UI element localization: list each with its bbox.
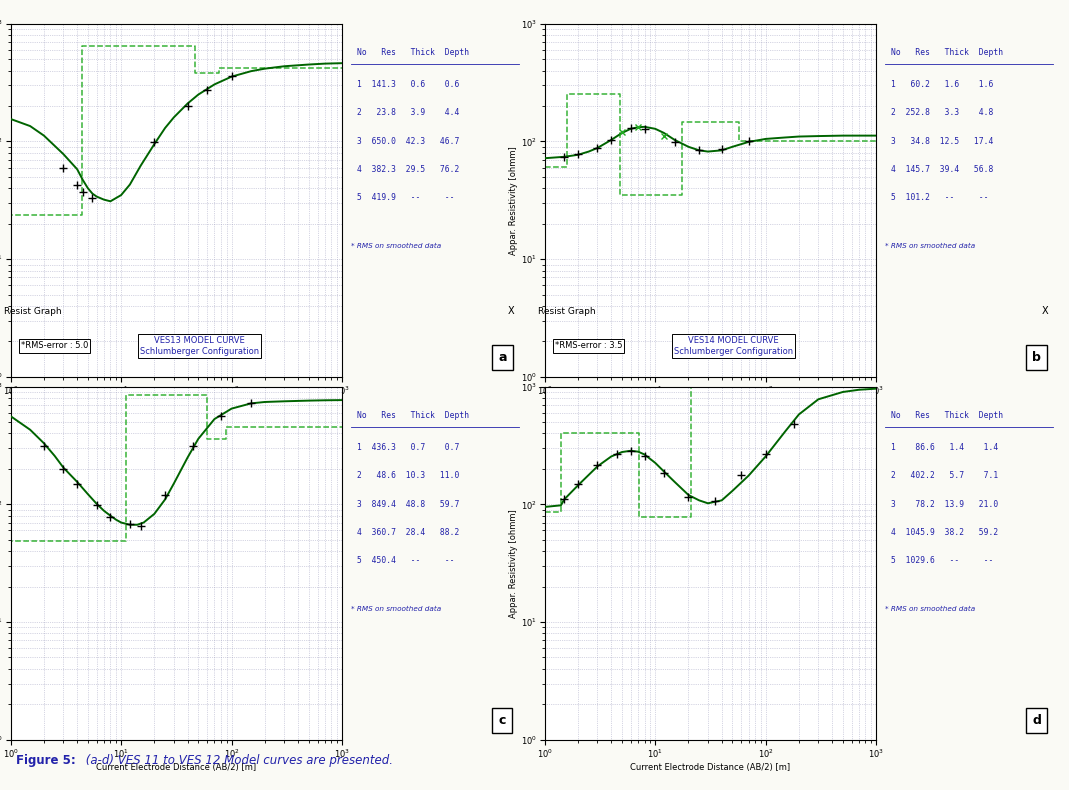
Text: 4  382.3  29.5   76.2: 4 382.3 29.5 76.2 — [357, 165, 459, 174]
Text: 5  101.2   --     --: 5 101.2 -- -- — [890, 194, 988, 202]
Text: 3  650.0  42.3   46.7: 3 650.0 42.3 46.7 — [357, 137, 459, 145]
Y-axis label: Appar. Resistivity [ohmm]: Appar. Resistivity [ohmm] — [509, 509, 518, 618]
Text: * RMS on smoothed data: * RMS on smoothed data — [885, 243, 975, 249]
X-axis label: Current Electrode Distance (AB/2) [m]: Current Electrode Distance (AB/2) [m] — [631, 400, 790, 408]
Text: 5  1029.6   --     --: 5 1029.6 -- -- — [890, 556, 993, 565]
Text: (a-d) VES 11 to VES 12 Model curves are presented.: (a-d) VES 11 to VES 12 Model curves are … — [82, 754, 393, 767]
Text: b: b — [1032, 351, 1041, 364]
Text: No   Res   Thick  Depth: No Res Thick Depth — [890, 48, 1003, 58]
Text: VES14 MODEL CURVE
Schlumberger Configuration: VES14 MODEL CURVE Schlumberger Configura… — [675, 337, 793, 356]
X-axis label: Current Electrode Distance (AB/2) [m]: Current Electrode Distance (AB/2) [m] — [631, 762, 790, 772]
Text: 4  360.7  28.4   88.2: 4 360.7 28.4 88.2 — [357, 528, 459, 537]
Text: 5  450.4   --     --: 5 450.4 -- -- — [357, 556, 454, 565]
Text: Resist Graph: Resist Graph — [4, 307, 62, 316]
Text: 2   23.8   3.9    4.4: 2 23.8 3.9 4.4 — [357, 108, 459, 118]
Text: *RMS-error : 3.5: *RMS-error : 3.5 — [555, 341, 622, 351]
Text: No   Res   Thick  Depth: No Res Thick Depth — [890, 412, 1003, 420]
Text: a: a — [498, 351, 507, 364]
Text: VES13 MODEL CURVE
Schlumberger Configuration: VES13 MODEL CURVE Schlumberger Configura… — [140, 337, 259, 356]
Text: 2  252.8   3.3    4.8: 2 252.8 3.3 4.8 — [890, 108, 993, 118]
Text: 5  419.9   --     --: 5 419.9 -- -- — [357, 194, 454, 202]
Text: 4  1045.9  38.2   59.2: 4 1045.9 38.2 59.2 — [890, 528, 998, 537]
Text: 1   60.2   1.6    1.6: 1 60.2 1.6 1.6 — [890, 81, 993, 89]
X-axis label: Current Electrode Distance (AB/2) [m]: Current Electrode Distance (AB/2) [m] — [96, 762, 257, 772]
Text: Figure 5:: Figure 5: — [16, 754, 76, 767]
Text: 2   402.2   5.7    7.1: 2 402.2 5.7 7.1 — [890, 472, 998, 480]
Text: c: c — [498, 714, 506, 727]
Text: *RMS-error : 5.0: *RMS-error : 5.0 — [20, 341, 88, 351]
Text: * RMS on smoothed data: * RMS on smoothed data — [351, 606, 441, 611]
Text: d: d — [1032, 714, 1041, 727]
Text: Resist Graph: Resist Graph — [538, 307, 595, 316]
Text: 3  849.4  48.8   59.7: 3 849.4 48.8 59.7 — [357, 499, 459, 509]
Text: 1  436.3   0.7    0.7: 1 436.3 0.7 0.7 — [357, 443, 459, 452]
Text: 1    86.6   1.4    1.4: 1 86.6 1.4 1.4 — [890, 443, 998, 452]
X-axis label: Current Electrode Distance (AB/2) [m]: Current Electrode Distance (AB/2) [m] — [96, 400, 257, 408]
Text: X: X — [1042, 306, 1049, 316]
Text: 4  145.7  39.4   56.8: 4 145.7 39.4 56.8 — [890, 165, 993, 174]
Text: * RMS on smoothed data: * RMS on smoothed data — [351, 243, 441, 249]
Text: 3   34.8  12.5   17.4: 3 34.8 12.5 17.4 — [890, 137, 993, 145]
Text: 2   48.6  10.3   11.0: 2 48.6 10.3 11.0 — [357, 472, 459, 480]
Text: No   Res   Thick  Depth: No Res Thick Depth — [357, 48, 468, 58]
Text: No   Res   Thick  Depth: No Res Thick Depth — [357, 412, 468, 420]
Y-axis label: Appar. Resistivity [ohmm]: Appar. Resistivity [ohmm] — [509, 146, 518, 254]
Text: 3    78.2  13.9   21.0: 3 78.2 13.9 21.0 — [890, 499, 998, 509]
Text: 1  141.3   0.6    0.6: 1 141.3 0.6 0.6 — [357, 81, 459, 89]
Text: X: X — [508, 306, 514, 316]
Text: * RMS on smoothed data: * RMS on smoothed data — [885, 606, 975, 611]
